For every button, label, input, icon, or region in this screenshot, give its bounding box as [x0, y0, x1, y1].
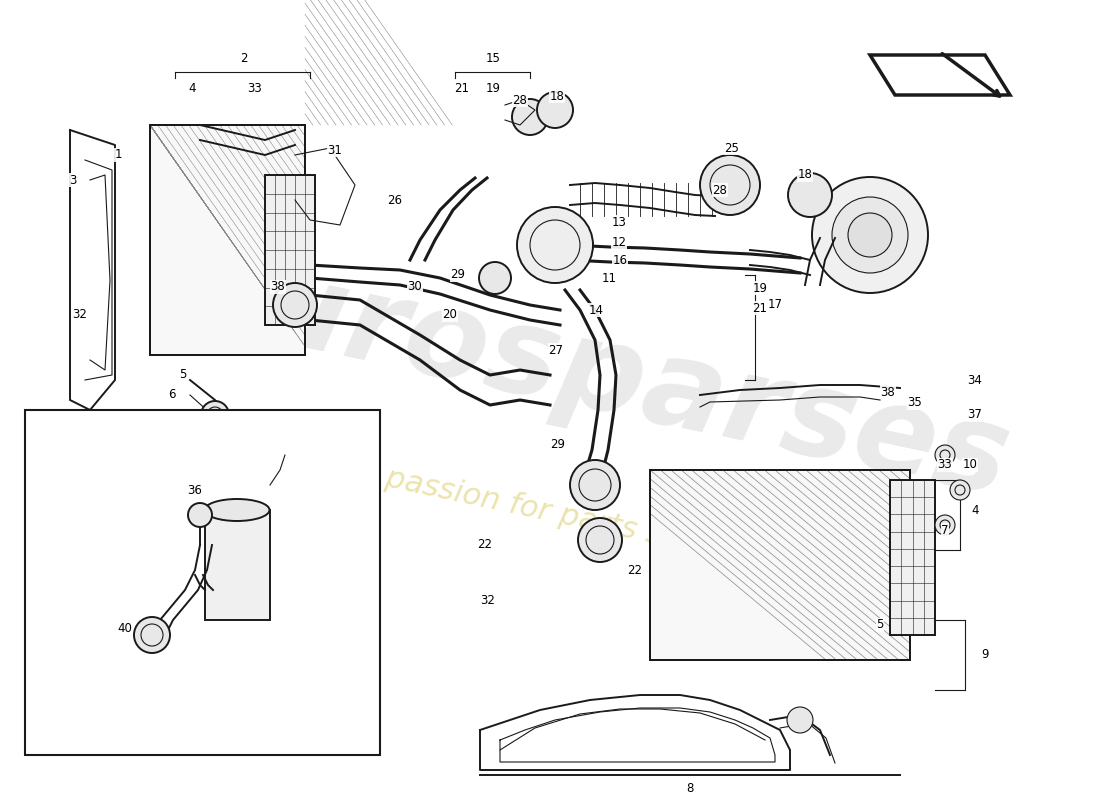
- Circle shape: [578, 518, 621, 562]
- Text: 36: 36: [188, 483, 202, 497]
- Text: 27: 27: [549, 343, 563, 357]
- Bar: [650, 470, 910, 660]
- Text: 2: 2: [240, 51, 248, 65]
- Text: a passion for parts since 1985: a passion for parts since 1985: [354, 458, 812, 582]
- Text: 18: 18: [550, 90, 564, 102]
- Bar: [265, 175, 315, 325]
- Text: 3: 3: [69, 174, 77, 186]
- Text: 22: 22: [477, 538, 493, 551]
- Text: 33: 33: [248, 82, 263, 94]
- Circle shape: [512, 99, 548, 135]
- Circle shape: [848, 213, 892, 257]
- Circle shape: [188, 503, 212, 527]
- Circle shape: [700, 155, 760, 215]
- Text: 4: 4: [971, 503, 979, 517]
- Text: 11: 11: [602, 271, 616, 285]
- Text: 4: 4: [188, 82, 196, 94]
- Text: 22: 22: [627, 563, 642, 577]
- Bar: [650, 470, 910, 660]
- Circle shape: [786, 707, 813, 733]
- Circle shape: [537, 92, 573, 128]
- Circle shape: [935, 445, 955, 465]
- Text: 10: 10: [962, 458, 978, 471]
- Text: 38: 38: [271, 281, 285, 294]
- Bar: [890, 480, 935, 635]
- Text: 5: 5: [179, 369, 187, 382]
- Text: 12: 12: [612, 235, 627, 249]
- Circle shape: [201, 401, 229, 429]
- Text: 21: 21: [454, 82, 470, 94]
- Text: 35: 35: [908, 397, 923, 410]
- Text: 28: 28: [513, 94, 527, 106]
- Text: 17: 17: [768, 298, 782, 311]
- Circle shape: [517, 207, 593, 283]
- Text: 19: 19: [752, 282, 768, 294]
- Text: 18: 18: [798, 169, 813, 182]
- Circle shape: [812, 177, 928, 293]
- Text: 15: 15: [485, 51, 501, 65]
- Text: 7: 7: [942, 523, 948, 537]
- Text: 28: 28: [713, 183, 727, 197]
- Text: 32: 32: [481, 594, 495, 606]
- Bar: [25, 410, 379, 755]
- Text: 31: 31: [328, 143, 342, 157]
- Text: 6: 6: [168, 389, 176, 402]
- Text: 38: 38: [881, 386, 895, 398]
- Text: 37: 37: [968, 409, 982, 422]
- Circle shape: [788, 173, 832, 217]
- Text: 16: 16: [613, 254, 627, 266]
- Circle shape: [273, 283, 317, 327]
- Bar: [150, 125, 305, 355]
- Text: 1: 1: [114, 149, 122, 162]
- Text: 34: 34: [968, 374, 982, 386]
- Circle shape: [478, 262, 512, 294]
- Text: eurosparses: eurosparses: [168, 231, 1020, 521]
- Text: 8: 8: [686, 782, 694, 794]
- Circle shape: [950, 480, 970, 500]
- Text: 32: 32: [73, 309, 87, 322]
- Text: 20: 20: [442, 309, 458, 322]
- Circle shape: [935, 515, 955, 535]
- Text: 9: 9: [981, 649, 989, 662]
- Bar: [150, 125, 305, 355]
- Text: 29: 29: [451, 269, 465, 282]
- Text: 13: 13: [612, 215, 626, 229]
- Text: 25: 25: [725, 142, 739, 154]
- Text: 21: 21: [752, 302, 768, 314]
- Text: 29: 29: [550, 438, 565, 451]
- Text: 5: 5: [877, 618, 883, 631]
- Circle shape: [832, 197, 908, 273]
- Bar: [205, 510, 270, 620]
- Text: 14: 14: [588, 303, 604, 317]
- Text: 26: 26: [387, 194, 403, 206]
- Ellipse shape: [205, 499, 270, 521]
- Text: 30: 30: [408, 281, 422, 294]
- Circle shape: [570, 460, 620, 510]
- Text: 40: 40: [118, 622, 132, 634]
- Circle shape: [134, 617, 170, 653]
- Text: 19: 19: [485, 82, 501, 94]
- Text: 33: 33: [937, 458, 953, 471]
